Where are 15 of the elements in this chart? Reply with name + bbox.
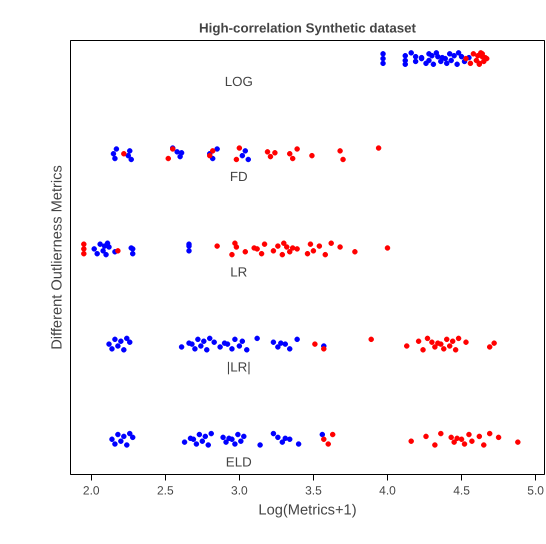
- y-tick-label: FD: [230, 169, 248, 184]
- chart-title: High-correlation Synthetic dataset: [199, 20, 417, 36]
- y-tick-label: |LR|: [226, 359, 251, 374]
- x-tick-label: 4.5: [453, 484, 470, 498]
- y-tick-label: LR: [230, 264, 248, 280]
- x-tick-label: 4.0: [379, 484, 396, 498]
- x-tick-label: 2.5: [156, 484, 174, 498]
- x-tick-label: 3.5: [305, 484, 322, 498]
- x-tick-label: 3.0: [231, 484, 248, 498]
- y-tick-label: LOG: [224, 74, 253, 89]
- x-tick-label: 5.0: [527, 484, 544, 498]
- x-axis-title: Log(Metrics+1): [258, 502, 357, 518]
- y-tick-label: ELD: [226, 454, 252, 470]
- x-tick-label: 2.0: [82, 484, 100, 498]
- y-axis-title: Different Outlierness Metrics: [50, 165, 66, 350]
